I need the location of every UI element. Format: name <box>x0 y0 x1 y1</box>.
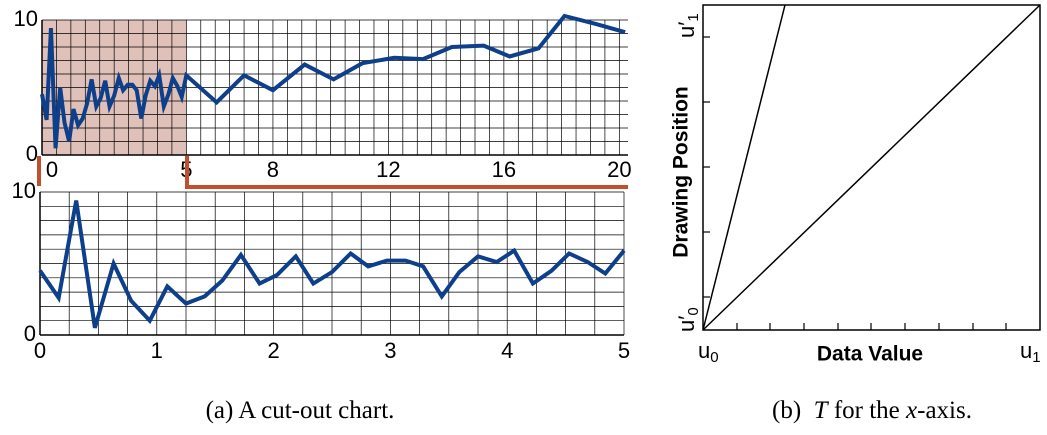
tick-base: u′ <box>674 316 699 332</box>
y-tick-label: 0 <box>24 321 36 346</box>
x-tick-label: 0 <box>46 157 58 182</box>
caption-symbol: T <box>814 397 830 424</box>
x-tick-label: 16 <box>492 157 516 182</box>
x-tick-label: 4 <box>501 338 513 363</box>
x-tick-label: 2 <box>267 338 279 363</box>
caption-text: -axis. <box>917 397 972 424</box>
tick-sub: 0 <box>710 349 718 366</box>
x-tick-label: u0 <box>698 338 719 366</box>
x-tick-label: 5 <box>618 338 630 363</box>
x-axis-label: Data Value <box>817 343 923 366</box>
x-tick-label: 1 <box>151 338 163 363</box>
tick-sub: 0 <box>685 307 702 315</box>
tick-base: u <box>1020 338 1032 363</box>
x-tick-label: 12 <box>376 157 400 182</box>
data-line <box>40 13 626 149</box>
identity-mapping <box>702 4 1041 331</box>
x-tick-label: u1 <box>1020 338 1041 366</box>
panel-b: Data Value Drawing Position u0 u1 u′0 u′… <box>670 4 1041 366</box>
tick-sub: 1 <box>685 13 702 21</box>
y-tick-label: 10 <box>12 178 36 203</box>
caption-text: (a) A cut-out chart. <box>206 397 395 424</box>
caption-text: (b) <box>772 397 814 424</box>
caption-b: (b) T for the x-axis. <box>772 397 972 424</box>
caption-text: for the <box>828 397 906 424</box>
x-tick-label: 3 <box>384 338 396 363</box>
y-tick-label: u′0 <box>674 307 702 332</box>
x-tick-label: 8 <box>267 157 279 182</box>
tick-base: u′ <box>674 22 699 38</box>
x-tick-label: 0 <box>34 338 46 363</box>
caption-symbol: x <box>905 397 917 424</box>
y-tick-label: u′1 <box>674 13 702 38</box>
steep-mapping <box>702 4 786 331</box>
data-line <box>38 200 626 329</box>
y-axis-label: Drawing Position <box>670 86 693 258</box>
y-tick-label: 0 <box>26 141 38 166</box>
diagram-ticks <box>703 36 1007 330</box>
x-tick-label: 20 <box>607 157 631 182</box>
y-tick-label: 10 <box>14 6 38 31</box>
tick-sub: 1 <box>1032 349 1040 366</box>
caption-a: (a) A cut-out chart. <box>206 397 395 424</box>
tick-base: u <box>698 338 710 363</box>
cutout-connector <box>37 156 628 189</box>
